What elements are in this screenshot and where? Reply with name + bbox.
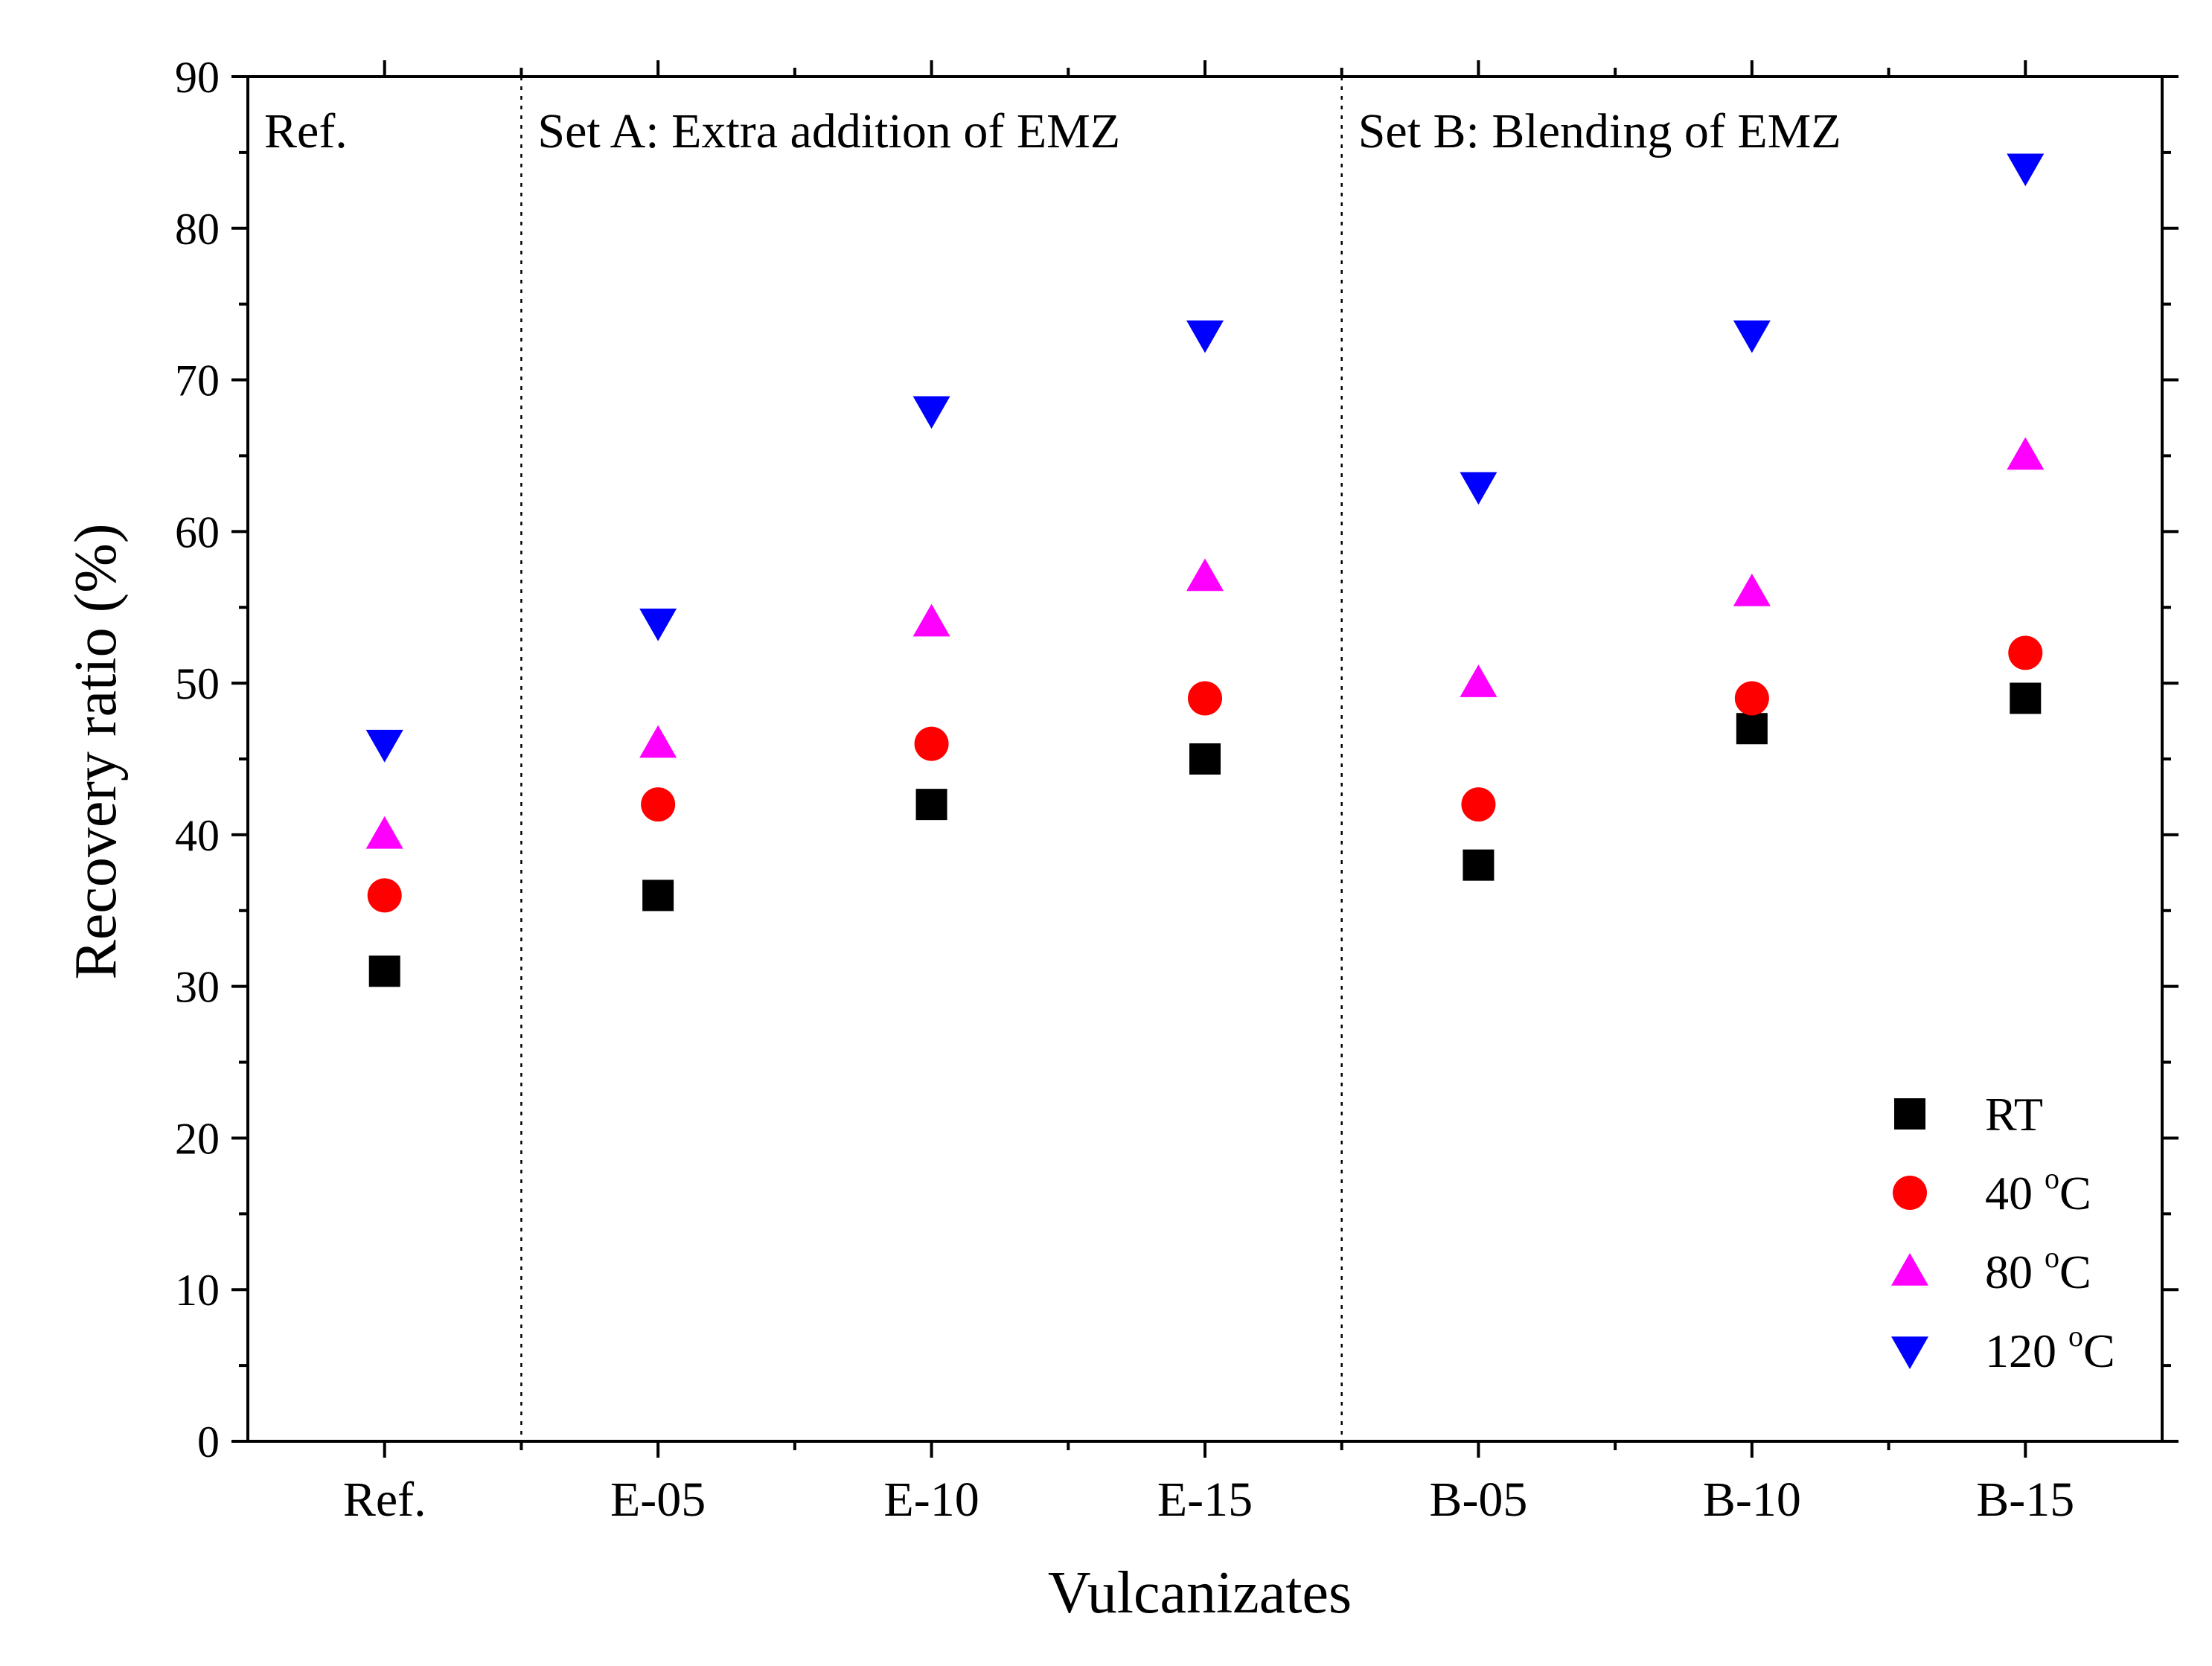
data-point xyxy=(641,787,676,822)
data-point xyxy=(2007,153,2045,187)
data-point xyxy=(2007,437,2045,470)
data-point xyxy=(365,729,403,763)
data-point xyxy=(365,816,403,849)
y-tick-label: 10 xyxy=(175,1266,220,1315)
group-label: Set A: Extra addition of EMZ xyxy=(537,104,1120,158)
x-tick-label: B-15 xyxy=(1976,1473,2074,1527)
y-axis: 0 10 20 30 40 50 60 70 80 90 xyxy=(175,53,2179,1467)
data-point xyxy=(1188,681,1222,716)
data-point xyxy=(639,725,677,758)
y-tick-label: 20 xyxy=(175,1114,220,1163)
group-labels: Ref. Set A: Extra addition of EMZ Set B: B… xyxy=(264,104,1841,158)
data-point xyxy=(642,880,674,912)
legend-marker xyxy=(1894,1098,1925,1130)
group-label: Set B: Blending of EMZ xyxy=(1358,104,1841,158)
legend-label: 120 oC xyxy=(1985,1319,2115,1377)
legend-label: 40 oC xyxy=(1985,1162,2091,1220)
data-point xyxy=(1186,320,1224,353)
legend-label: RT xyxy=(1985,1088,2043,1141)
series-3 xyxy=(365,153,2045,763)
x-axis: Ref. E-05 E-10 E-15 B-05 B-10 B-15 xyxy=(343,60,2074,1527)
series-0 xyxy=(368,682,2042,987)
x-tick-label: Ref. xyxy=(343,1473,426,1527)
group-label: Ref. xyxy=(264,104,348,158)
y-tick-label: 50 xyxy=(175,659,220,708)
data-point xyxy=(1461,787,1496,822)
data-point xyxy=(1460,472,1497,505)
y-tick-label: 30 xyxy=(175,963,220,1012)
data-point xyxy=(914,726,949,761)
data-point xyxy=(367,878,402,913)
legend-marker xyxy=(1893,1176,1927,1210)
data-point xyxy=(1460,664,1497,697)
y-tick-label: 70 xyxy=(175,356,220,406)
x-tick-label: E-15 xyxy=(1157,1473,1253,1527)
x-tick-label: B-10 xyxy=(1703,1473,1801,1527)
data-point xyxy=(368,955,400,987)
data-point xyxy=(915,789,947,821)
y-axis-title: Recovery ratio (%) xyxy=(63,523,129,979)
y-tick-label: 80 xyxy=(175,205,220,254)
data-point xyxy=(639,608,677,641)
data-point xyxy=(1736,713,1768,745)
x-tick-label: E-10 xyxy=(883,1473,979,1527)
y-tick-label: 90 xyxy=(175,53,220,102)
series-2 xyxy=(365,437,2045,849)
x-tick-label: E-05 xyxy=(610,1473,706,1527)
y-tick-label: 40 xyxy=(175,811,220,860)
legend-marker xyxy=(1891,1336,1928,1369)
data-point xyxy=(912,603,950,637)
data-point xyxy=(1463,849,1495,881)
data-point xyxy=(1189,743,1221,775)
legend-marker xyxy=(1891,1253,1928,1286)
y-tick-label: 0 xyxy=(197,1417,220,1467)
data-point xyxy=(912,396,950,429)
series-1 xyxy=(367,635,2043,913)
data-point xyxy=(1733,320,1771,353)
legend: RT 40 oC 80 oC 120 oC xyxy=(1891,1088,2115,1377)
data-point xyxy=(1734,681,1769,716)
legend-label: 80 oC xyxy=(1985,1240,2091,1298)
data-point xyxy=(2008,635,2043,670)
data-points xyxy=(365,153,2045,987)
y-tick-label: 60 xyxy=(175,507,220,557)
data-point xyxy=(1186,558,1224,592)
data-point xyxy=(2010,682,2042,714)
x-axis-title: Vulcanizates xyxy=(1048,1560,1352,1626)
x-tick-label: B-05 xyxy=(1429,1473,1527,1527)
data-point xyxy=(1733,573,1771,606)
